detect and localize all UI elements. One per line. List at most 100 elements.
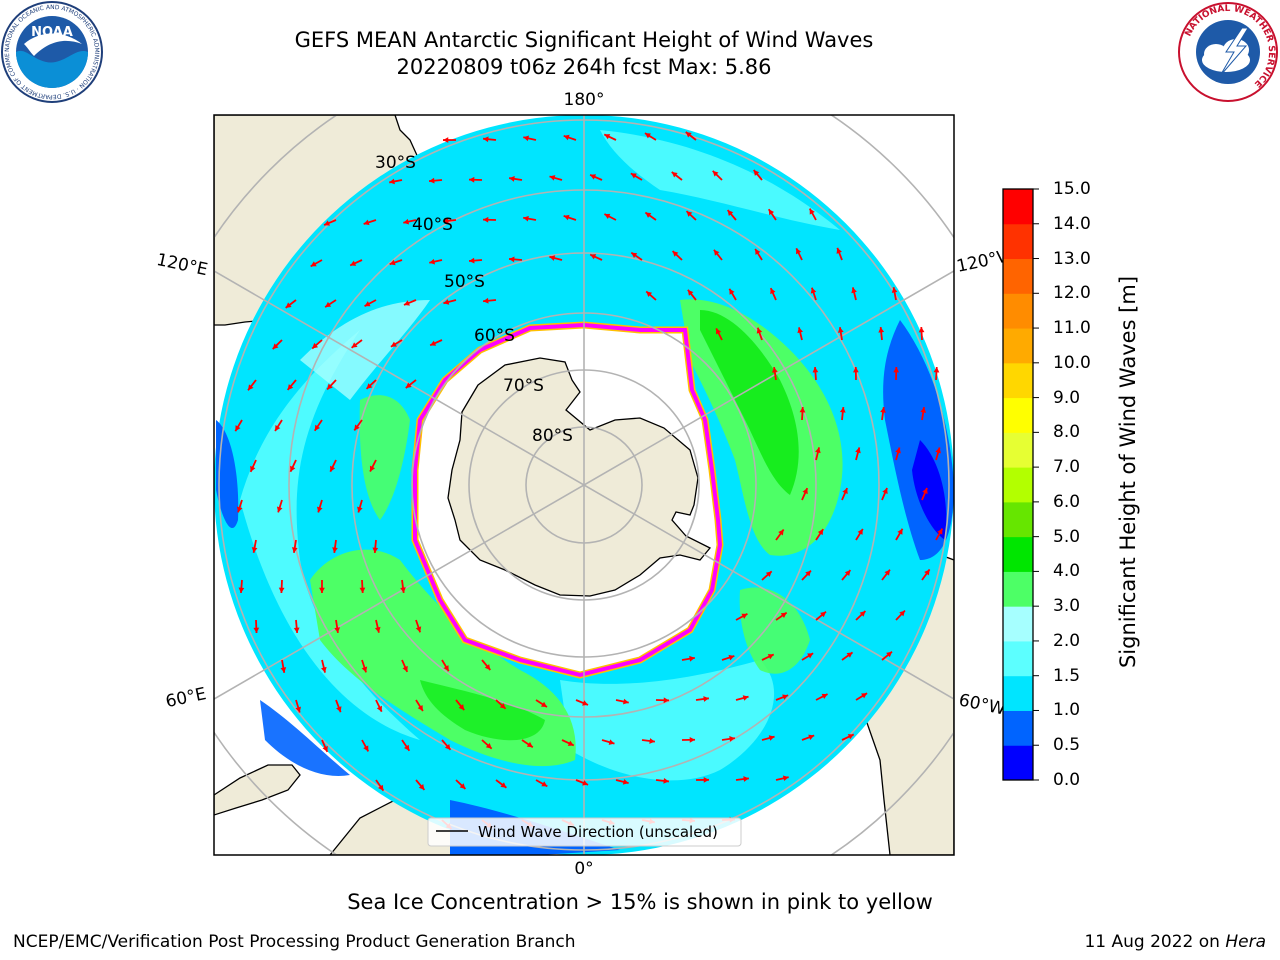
wave-arrow-head xyxy=(604,134,611,140)
wave-arrow-head xyxy=(685,131,692,138)
lon-label-120e: 120°E xyxy=(155,250,210,280)
wave-arrow-head xyxy=(357,506,363,513)
wave-arrow-head xyxy=(821,693,828,700)
wave-arrow-head xyxy=(755,248,761,255)
map-frame xyxy=(213,114,955,856)
wave-arrow-head xyxy=(712,170,719,177)
wave-arrow-head xyxy=(805,570,811,577)
africa-land xyxy=(214,764,301,816)
wave-arrow-head xyxy=(443,665,449,672)
lat-label-40s: 40°S xyxy=(412,215,453,235)
lat-label-80s: 80°S xyxy=(532,426,573,446)
wave-arrow-head xyxy=(844,570,851,576)
wave-arrow-head xyxy=(322,745,328,752)
wave-arrow-head xyxy=(937,528,943,535)
wave-arrow-head xyxy=(483,136,489,143)
wave-arrow-head xyxy=(372,547,379,553)
wave-arrow-head xyxy=(417,705,423,712)
wave-arrow-head xyxy=(727,210,734,216)
colorbar-segment xyxy=(1003,536,1033,572)
wave-arrow-head xyxy=(509,176,515,182)
colorbar-segment xyxy=(1003,432,1033,468)
wave-arrow-head xyxy=(622,779,629,785)
wave-arrow-head xyxy=(703,777,709,783)
footer-date: 11 Aug 2022 on Hera xyxy=(1084,932,1266,952)
wave-arrow-head xyxy=(366,383,373,389)
wave-arrow-head xyxy=(526,741,533,748)
wave-arrow-head xyxy=(837,327,844,333)
colorbar-segment xyxy=(1003,467,1033,503)
wave-arrow-head xyxy=(604,213,611,220)
wave-arrow-head xyxy=(567,740,574,746)
wave-arrow-head xyxy=(563,134,570,141)
wave-arrow-head xyxy=(796,248,802,255)
wave-arrow-head xyxy=(332,547,338,553)
wave-arrow-head xyxy=(686,211,693,217)
wave-arrow-head xyxy=(810,287,817,294)
wave-arrow-head xyxy=(321,666,327,673)
wave-arrow-head xyxy=(687,289,694,296)
graticule xyxy=(214,115,954,855)
colorbar-tick-label: 5.0 xyxy=(1053,526,1081,547)
wave-arrow-head xyxy=(922,487,928,494)
wave-arrow-head xyxy=(429,258,436,265)
lat-label-70s: 70°S xyxy=(503,376,544,396)
chart-title: GEFS MEAN Antarctic Significant Height o… xyxy=(294,28,874,52)
wave-arrow-head xyxy=(350,260,357,266)
wave-arrow-head xyxy=(631,252,638,258)
colorbar-tick-label: 4.0 xyxy=(1053,561,1081,582)
colorbar-segment xyxy=(1003,223,1033,260)
wave-arrow-head xyxy=(389,178,395,185)
wave-arrow-head xyxy=(809,208,815,215)
wave-arrow-head xyxy=(920,407,927,413)
wave-arrow-head xyxy=(483,297,489,304)
wave-arrow-head xyxy=(295,706,301,713)
wave-arrow-head xyxy=(509,256,515,263)
wave-arrow-head xyxy=(541,781,548,787)
wave-arrow-head xyxy=(523,215,529,222)
wave-arrow-head xyxy=(649,738,655,744)
wave-arrow-head xyxy=(713,249,720,256)
wave-arrow-head xyxy=(839,407,846,413)
noaa-wordmark: NOAA xyxy=(31,25,73,40)
wave-arrow-head xyxy=(429,177,435,184)
wave-arrow-head xyxy=(729,288,735,295)
wave-arrow-head xyxy=(743,776,749,782)
wave-arrow-head xyxy=(291,547,298,553)
wave-arrow-head xyxy=(891,287,898,293)
wave-arrow-head xyxy=(363,745,369,752)
wave-arrow-head xyxy=(418,784,425,790)
wave-arrow-head xyxy=(485,743,492,749)
colorbar-tick-label: 3.0 xyxy=(1053,596,1081,617)
wave-arrow-head xyxy=(276,506,283,513)
wave-arrow-head xyxy=(444,743,451,750)
colorbar-tick-label: 14.0 xyxy=(1053,213,1091,234)
legend-label: Wind Wave Direction (unscaled) xyxy=(478,823,718,841)
colorbar-tick-label: 8.0 xyxy=(1053,422,1081,443)
wave-arrow-head xyxy=(672,251,679,257)
wave-arrow-head xyxy=(933,367,940,373)
colorbar-segment xyxy=(1003,258,1033,294)
wave-arrow-head xyxy=(630,173,637,179)
wave-arrow-head xyxy=(729,736,735,742)
wave-arrow-head xyxy=(852,367,859,373)
wave-arrow-head xyxy=(924,569,930,576)
wave-arrow-head xyxy=(689,655,695,662)
wave-arrow-head xyxy=(374,626,381,633)
colorbar-segment xyxy=(1003,501,1033,538)
wave-arrow-head xyxy=(728,654,735,661)
wave-arrow-head xyxy=(324,220,331,226)
wave-arrow-head xyxy=(405,382,412,388)
wave-arrow-head xyxy=(878,327,885,333)
wave-arrow-head xyxy=(363,219,370,226)
wave-arrow-head xyxy=(403,218,410,225)
wave-arrow-head xyxy=(458,704,465,711)
wave-arrow-head xyxy=(563,214,570,221)
wave-arrow-head xyxy=(251,547,258,553)
wave-arrow-head xyxy=(390,341,397,347)
wave-arrow-head xyxy=(248,384,254,391)
wave-arrow-head xyxy=(278,587,285,593)
wave-arrow-head xyxy=(645,212,652,218)
wave-arrow-head xyxy=(836,247,842,254)
wave-arrow-head xyxy=(882,488,888,494)
